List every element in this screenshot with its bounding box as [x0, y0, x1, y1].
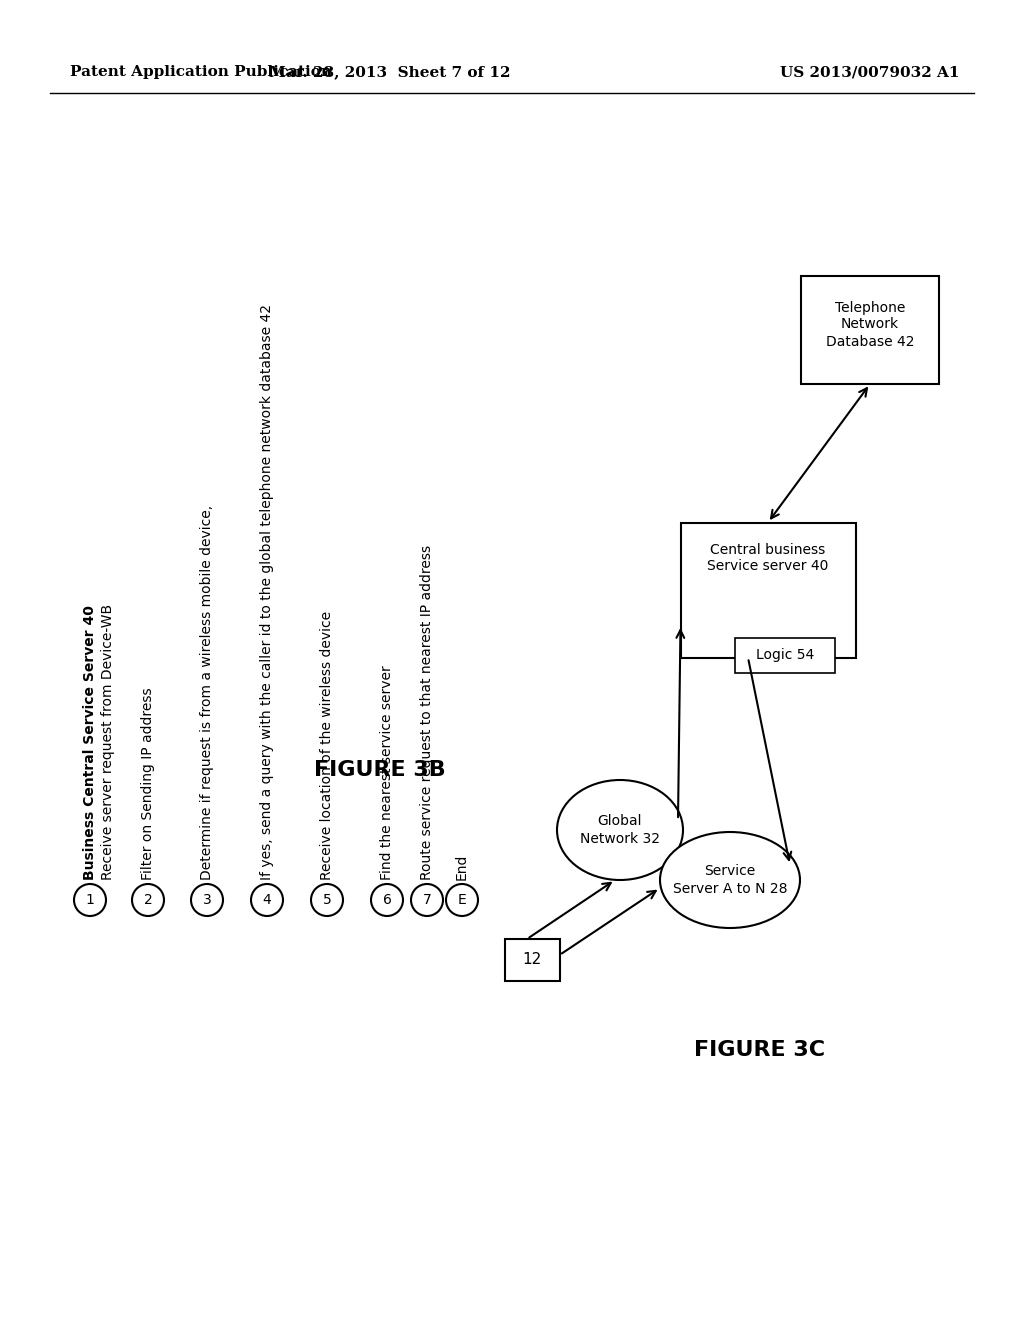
Circle shape	[74, 884, 106, 916]
Bar	[735, 638, 835, 672]
Bar	[505, 939, 559, 981]
Text: Network 32: Network 32	[580, 832, 660, 846]
Text: Route service request to that nearest IP address: Route service request to that nearest IP…	[420, 545, 434, 880]
Ellipse shape	[557, 780, 683, 880]
Circle shape	[311, 884, 343, 916]
Text: 2: 2	[143, 894, 153, 907]
Text: Find the nearest service server: Find the nearest service server	[380, 665, 394, 880]
Circle shape	[411, 884, 443, 916]
Text: Business Central Service Server 40: Business Central Service Server 40	[83, 605, 97, 880]
Bar	[681, 523, 855, 657]
Text: 7: 7	[423, 894, 431, 907]
Text: Receive location of the wireless device: Receive location of the wireless device	[319, 611, 334, 880]
Text: Receive server request from Device-WB: Receive server request from Device-WB	[101, 603, 115, 880]
Text: 4: 4	[262, 894, 271, 907]
Text: E: E	[458, 894, 466, 907]
Text: FIGURE 3B: FIGURE 3B	[314, 760, 445, 780]
Text: End: End	[455, 854, 469, 880]
Circle shape	[446, 884, 478, 916]
Text: Network: Network	[841, 317, 899, 331]
Text: Service: Service	[705, 865, 756, 878]
Text: Mar. 28, 2013  Sheet 7 of 12: Mar. 28, 2013 Sheet 7 of 12	[269, 65, 511, 79]
Text: Determine if request is from a wireless mobile device,: Determine if request is from a wireless …	[200, 504, 214, 880]
Text: Patent Application Publication: Patent Application Publication	[70, 65, 332, 79]
Ellipse shape	[660, 832, 800, 928]
Text: Logic 54: Logic 54	[756, 648, 814, 663]
Text: Global: Global	[598, 814, 642, 828]
Text: Telephone: Telephone	[835, 301, 905, 315]
Text: 5: 5	[323, 894, 332, 907]
Text: 6: 6	[383, 894, 391, 907]
Text: 3: 3	[203, 894, 211, 907]
Text: 12: 12	[522, 953, 542, 968]
Circle shape	[371, 884, 403, 916]
Text: US 2013/0079032 A1: US 2013/0079032 A1	[780, 65, 961, 79]
Text: Database 42: Database 42	[825, 335, 914, 348]
Circle shape	[132, 884, 164, 916]
Circle shape	[191, 884, 223, 916]
Text: FIGURE 3C: FIGURE 3C	[694, 1040, 825, 1060]
Text: Service server 40: Service server 40	[708, 558, 828, 573]
Text: Server A to N 28: Server A to N 28	[673, 882, 787, 896]
Text: Filter on Sending IP address: Filter on Sending IP address	[141, 688, 155, 880]
Text: 1: 1	[86, 894, 94, 907]
Bar	[801, 276, 939, 384]
Text: If yes, send a query with the caller id to the global telephone network database: If yes, send a query with the caller id …	[260, 304, 274, 880]
Circle shape	[251, 884, 283, 916]
Text: Central business: Central business	[711, 543, 825, 557]
